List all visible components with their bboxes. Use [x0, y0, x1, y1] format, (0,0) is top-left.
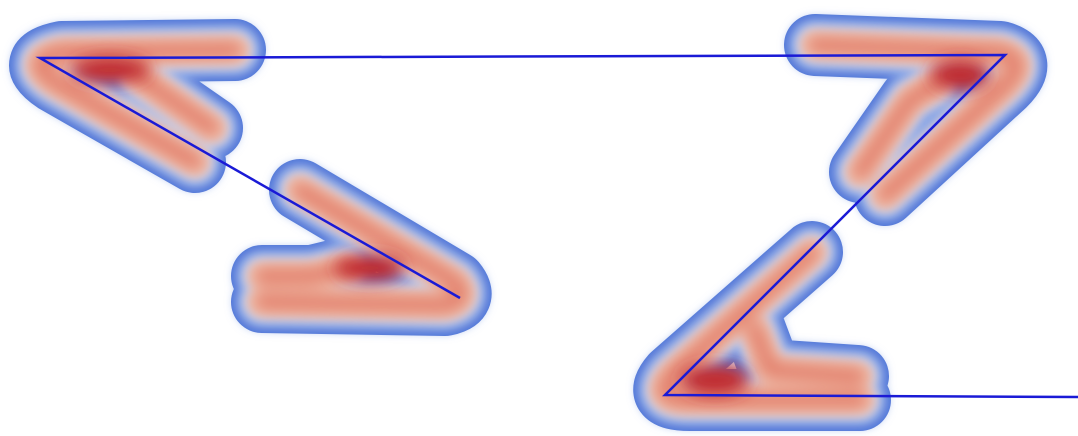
core	[70, 56, 150, 84]
heat-blobs	[40, 45, 1016, 400]
core	[335, 254, 405, 282]
route-line	[35, 53, 1078, 399]
core	[930, 59, 990, 91]
core	[680, 364, 750, 396]
blob-cores	[70, 56, 990, 396]
blob-warm	[40, 45, 1016, 400]
